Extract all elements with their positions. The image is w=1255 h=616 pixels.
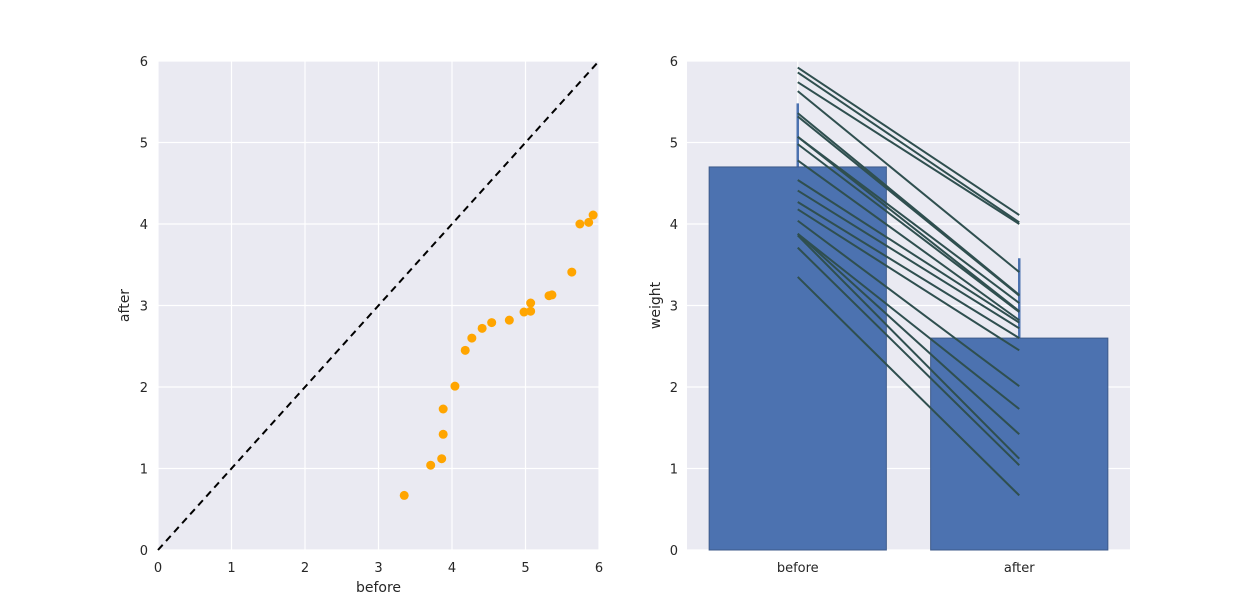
paired-line xyxy=(797,208,1020,352)
paired-line xyxy=(797,233,1020,436)
paired-line xyxy=(797,159,1020,321)
y-axis-label: after xyxy=(117,289,133,322)
x-tick-label: 5 xyxy=(521,561,529,576)
scatter-point xyxy=(460,345,470,355)
paired-line xyxy=(797,135,1020,304)
bar-before xyxy=(708,166,887,551)
paired-line xyxy=(797,143,1020,313)
y-tick-label: 0 xyxy=(670,544,678,559)
paired-line xyxy=(797,246,1020,466)
y-tick-label: 6 xyxy=(670,55,678,70)
scatter-point xyxy=(575,219,585,229)
scatter-point xyxy=(467,333,477,343)
scatter-point xyxy=(426,460,436,470)
y-tick-label: 2 xyxy=(140,381,148,396)
scatter-point xyxy=(526,306,536,316)
paired-line xyxy=(797,90,1020,273)
y-tick-label: 5 xyxy=(670,137,678,152)
y-tick-label: 5 xyxy=(140,137,148,152)
y-tick-label: 3 xyxy=(670,300,678,315)
x-tick-label: after xyxy=(1004,561,1035,576)
scatter-point xyxy=(584,217,594,227)
scatter-point xyxy=(547,290,557,300)
scatter-point xyxy=(450,381,460,391)
paired-line xyxy=(797,112,1020,296)
x-tick-label: before xyxy=(777,561,819,576)
x-axis-label: before xyxy=(356,580,401,596)
y-axis-label: weight xyxy=(648,281,664,329)
x-tick-label: 6 xyxy=(595,561,603,576)
scatter-point xyxy=(438,429,448,439)
scatter-point xyxy=(504,315,514,325)
y-tick-label: 1 xyxy=(670,463,678,478)
y-tick-label: 4 xyxy=(140,218,148,233)
paired-line xyxy=(797,179,1020,324)
x-tick-label: 0 xyxy=(154,561,162,576)
y-tick-label: 1 xyxy=(140,463,148,478)
paired-line xyxy=(797,136,1020,312)
y-tick-label: 3 xyxy=(140,300,148,315)
paired-line xyxy=(797,189,1020,330)
scatter-point xyxy=(588,210,598,220)
scatter-point xyxy=(438,404,448,414)
y-tick-label: 6 xyxy=(140,55,148,70)
scatter-point xyxy=(526,298,536,308)
paired-line xyxy=(797,232,1020,410)
scatter-point xyxy=(519,307,529,317)
x-tick-label: 1 xyxy=(227,561,235,576)
x-tick-label: 4 xyxy=(448,561,456,576)
scatter-point xyxy=(437,454,447,464)
paired-line xyxy=(797,71,1020,224)
x-tick-label: 2 xyxy=(301,561,309,576)
paired-line xyxy=(797,81,1020,225)
y-tick-label: 4 xyxy=(670,218,678,233)
identity-line xyxy=(157,60,600,551)
scatter-point xyxy=(399,490,409,500)
paired-line xyxy=(797,201,1020,339)
paired-line xyxy=(797,234,1020,460)
y-tick-label: 2 xyxy=(670,381,678,396)
y-tick-label: 0 xyxy=(140,544,148,559)
scatter-point xyxy=(477,323,487,333)
paired-line xyxy=(797,66,1020,216)
x-tick-label: 3 xyxy=(374,561,382,576)
scatter-point xyxy=(487,318,497,328)
scatter-point xyxy=(567,267,577,277)
paired-line xyxy=(797,276,1020,497)
paired-line xyxy=(797,219,1020,387)
bar-after xyxy=(930,337,1109,551)
